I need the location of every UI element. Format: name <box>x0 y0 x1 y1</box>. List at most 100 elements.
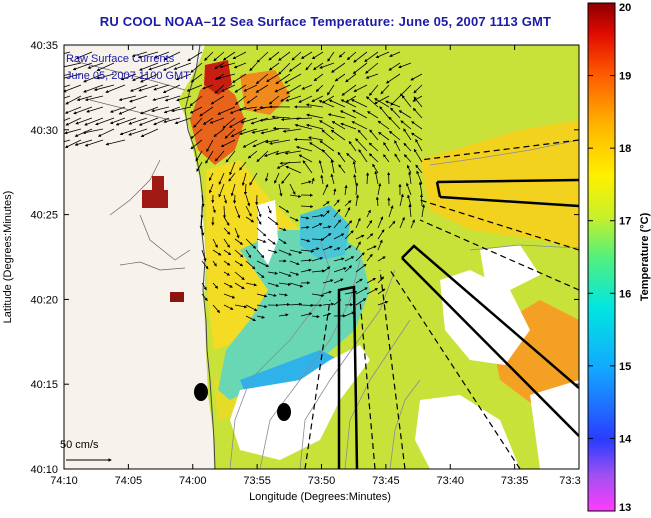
current-vector <box>282 128 302 133</box>
current-vector <box>281 172 291 184</box>
current-vector <box>241 172 247 186</box>
current-vector <box>234 205 241 219</box>
current-vector <box>223 238 230 248</box>
current-vector <box>383 154 390 163</box>
current-vector <box>377 120 390 130</box>
surface-current-vectors <box>64 51 426 321</box>
current-vector <box>410 219 415 229</box>
current-vector <box>72 62 93 71</box>
current-vector <box>256 238 267 243</box>
current-vector <box>128 128 148 136</box>
current-vector <box>105 139 126 146</box>
current-vector <box>202 84 214 90</box>
current-vector <box>413 96 423 108</box>
y-axis-label: Latitude (Degrees:Minutes) <box>2 191 14 324</box>
current-vector <box>311 293 325 298</box>
current-vector <box>223 227 231 235</box>
current-vector <box>322 302 335 306</box>
current-vector <box>201 282 207 291</box>
current-vector <box>186 84 203 92</box>
current-vector <box>337 151 346 163</box>
current-vector <box>199 216 203 230</box>
current-vector <box>344 184 348 196</box>
current-vector <box>318 100 335 108</box>
current-vector <box>267 282 280 287</box>
current-vector <box>319 120 335 130</box>
current-vector <box>246 95 258 104</box>
current-vector <box>413 84 423 94</box>
current-vector <box>300 312 313 317</box>
current-vector <box>415 138 423 152</box>
hot-pixel-land-3 <box>170 292 184 302</box>
current-vector <box>355 263 367 273</box>
cloud-patch-4 <box>530 380 579 469</box>
current-vector <box>377 239 383 251</box>
current-vector <box>388 205 394 218</box>
current-vector <box>255 84 269 93</box>
current-vector <box>285 95 302 102</box>
current-vector <box>344 200 352 207</box>
y-axis-ticks: 40:35 40:30 40:25 40:20 40:15 40:10 <box>30 40 579 476</box>
current-vector <box>413 148 423 163</box>
current-vector <box>132 73 148 81</box>
current-vector <box>311 51 324 60</box>
current-vector <box>389 51 401 57</box>
current-vector <box>352 109 368 119</box>
current-vector <box>313 73 324 82</box>
current-vector <box>212 282 219 289</box>
current-vector <box>400 120 412 130</box>
current-vector <box>344 206 351 218</box>
current-vector <box>366 288 379 295</box>
current-vector <box>223 194 228 204</box>
current-vector <box>86 106 104 113</box>
current-vector <box>285 165 302 174</box>
current-vector <box>222 117 236 129</box>
current-vector <box>256 150 269 163</box>
current-vector <box>380 84 390 95</box>
current-vector <box>388 116 401 130</box>
current-vector <box>96 73 115 80</box>
current-vector <box>204 51 214 61</box>
current-vector <box>366 233 374 240</box>
current-vector <box>333 188 337 196</box>
current-vector <box>411 121 423 130</box>
current-vector <box>300 216 310 220</box>
current-vector <box>221 84 236 92</box>
current-vector <box>245 216 255 223</box>
cold-patch-north <box>300 205 350 260</box>
cloud-patch-1 <box>230 345 370 460</box>
current-vector <box>255 73 269 85</box>
current-vector <box>307 136 324 141</box>
current-vector <box>355 217 361 229</box>
x-axis-label: Longitude (Degrees:Minutes) <box>249 491 391 503</box>
current-vector <box>275 73 291 85</box>
current-vector <box>245 238 257 249</box>
current-vector <box>300 204 314 209</box>
current-vector <box>399 84 412 97</box>
current-vector <box>374 170 379 185</box>
current-vector <box>390 107 401 119</box>
hot-spot-north <box>190 78 245 165</box>
current-vector <box>218 183 225 198</box>
current-vector <box>234 260 244 267</box>
colorbar-tick-label: 20 <box>619 2 631 14</box>
current-vector <box>298 154 313 163</box>
current-vector <box>245 315 257 321</box>
current-vector <box>209 117 225 124</box>
current-vector <box>412 107 423 119</box>
current-vector <box>333 208 341 218</box>
current-vector <box>245 194 251 207</box>
current-vector <box>225 150 236 163</box>
current-vector <box>202 117 214 125</box>
current-vector <box>406 182 412 196</box>
current-vector <box>174 117 192 125</box>
current-vector <box>355 298 367 306</box>
current-vector <box>333 257 345 262</box>
current-vector <box>311 269 326 273</box>
current-vector <box>353 51 368 63</box>
current-vector <box>300 238 311 243</box>
current-vector <box>289 302 303 306</box>
current-vector <box>212 205 216 214</box>
current-vector <box>411 132 423 141</box>
current-vector <box>256 315 266 319</box>
